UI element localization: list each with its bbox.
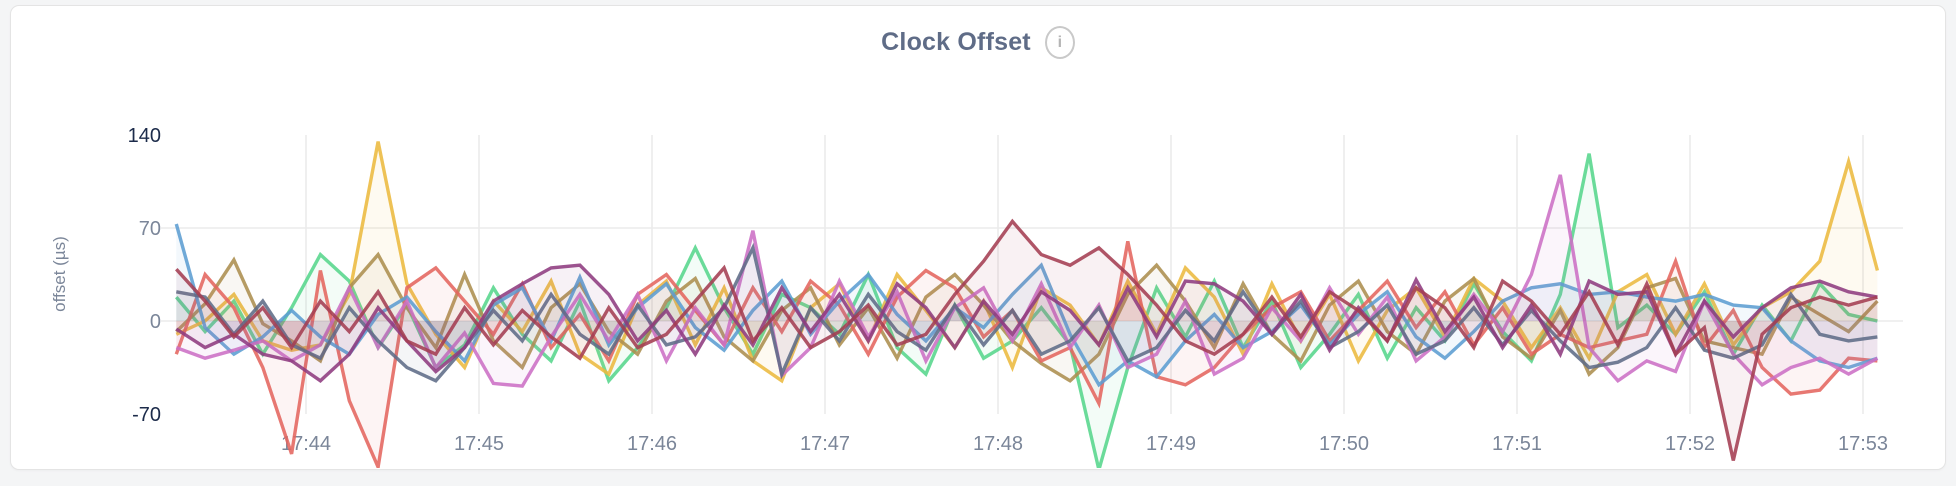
chart-header: Clock Offset i: [11, 26, 1945, 59]
x-tick-label: 17:53: [1838, 433, 1888, 455]
y-axis-title: offset (µs): [50, 236, 69, 312]
x-tick-label: 17:46: [627, 433, 677, 455]
series-area-9: [176, 221, 1878, 461]
x-tick-label: 17:45: [454, 433, 504, 455]
series-area-5: [176, 224, 1878, 385]
y-tick-label: 0: [150, 311, 161, 333]
series-line-5: [174, 223, 1878, 388]
x-tick-label: 17:47: [800, 433, 850, 455]
chart-title: Clock Offset: [881, 28, 1031, 56]
chart-card: Clock Offset i 17:44 17:45 17:46 17:47 17:48…: [10, 5, 1946, 470]
x-tick-label: 17:51: [1492, 433, 1542, 455]
series-area-8: [176, 265, 1878, 381]
series-line-9: [175, 218, 1878, 461]
y-tick-label: 140: [128, 125, 161, 147]
y-tick-label: 70: [139, 218, 161, 240]
x-tick-label: 17:50: [1319, 433, 1369, 455]
series-line-4: [174, 240, 1878, 468]
x-tick-label: 17:48: [973, 433, 1023, 455]
series-line-8: [175, 263, 1878, 383]
y-tick-label: -70: [132, 404, 161, 426]
x-tick-label: 17:49: [1146, 433, 1196, 455]
clock-offset-chart[interactable]: 17:44 17:45 17:46 17:47 17:48 17:49 17:50 17:51…: [11, 6, 1956, 486]
info-icon[interactable]: i: [1044, 26, 1075, 59]
series-area-6: [176, 174, 1878, 387]
series-line-3: [175, 251, 1879, 383]
info-icon-glyph: i: [1057, 33, 1063, 51]
x-tick-label: 17:52: [1665, 433, 1715, 455]
